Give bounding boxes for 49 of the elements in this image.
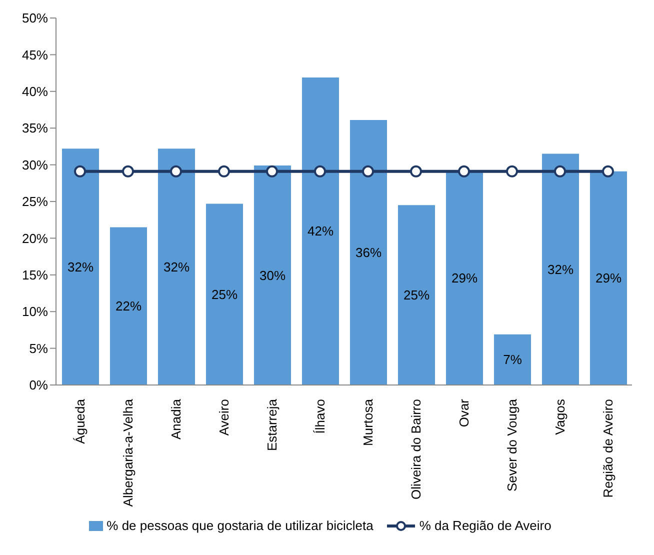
data-label: 32% bbox=[547, 262, 574, 277]
y-tick-label: 50% bbox=[22, 10, 48, 26]
bar bbox=[398, 205, 435, 385]
bar bbox=[590, 171, 627, 385]
bar bbox=[206, 204, 243, 385]
y-tick-label: 30% bbox=[22, 157, 48, 172]
y-tick-label: 20% bbox=[22, 230, 48, 246]
data-label: 36% bbox=[355, 245, 382, 260]
x-tick-label: Ílhavo bbox=[312, 399, 328, 434]
data-label: 29% bbox=[451, 270, 478, 286]
data-label: 42% bbox=[307, 224, 334, 239]
bar bbox=[62, 148, 99, 385]
data-label: 32% bbox=[163, 259, 190, 274]
y-tick-label: 25% bbox=[22, 194, 48, 210]
x-tick-label: Sever do Vouga bbox=[504, 398, 520, 492]
y-tick-label: 5% bbox=[29, 340, 48, 356]
y-tick-label: 0% bbox=[29, 378, 48, 393]
data-label: 22% bbox=[115, 298, 142, 314]
data-label: 25% bbox=[403, 288, 430, 303]
x-tick-label: Vagos bbox=[552, 398, 568, 435]
bar bbox=[110, 227, 147, 385]
x-tick-label: Águeda bbox=[72, 398, 88, 444]
legend-label: % de pessoas que gostaria de utilizar bicicleta bbox=[106, 518, 374, 533]
y-tick-label: 45% bbox=[22, 47, 48, 62]
x-tick-label: Ovar bbox=[456, 398, 472, 428]
bar bbox=[542, 154, 579, 385]
x-tick-label: Região de Aveiro bbox=[600, 399, 616, 498]
data-label: 29% bbox=[595, 270, 622, 286]
x-tick-label: Anadia bbox=[168, 398, 184, 440]
x-tick-label: Estarreja bbox=[264, 398, 280, 452]
bar bbox=[158, 148, 195, 385]
x-tick-label: Oliveira do Bairro bbox=[408, 399, 424, 500]
data-label: 25% bbox=[211, 286, 238, 302]
bar bbox=[254, 166, 291, 385]
bar bbox=[494, 334, 531, 385]
legend-label: % da Região de Aveiro bbox=[419, 518, 552, 533]
y-tick-label: 35% bbox=[22, 120, 48, 136]
bar bbox=[446, 170, 483, 385]
y-tick-label: 40% bbox=[22, 84, 48, 100]
y-tick-label: 15% bbox=[22, 268, 48, 283]
data-label: 30% bbox=[259, 268, 286, 283]
data-label: 7% bbox=[503, 352, 522, 368]
x-tick-label: Aveiro bbox=[216, 399, 232, 436]
x-tick-label: Murtosa bbox=[360, 398, 376, 446]
bar bbox=[302, 77, 339, 385]
bar bbox=[350, 120, 387, 385]
data-label: 32% bbox=[67, 259, 94, 274]
y-tick-label: 10% bbox=[22, 304, 48, 320]
x-tick-label: Albergaria-a-Velha bbox=[120, 398, 136, 507]
